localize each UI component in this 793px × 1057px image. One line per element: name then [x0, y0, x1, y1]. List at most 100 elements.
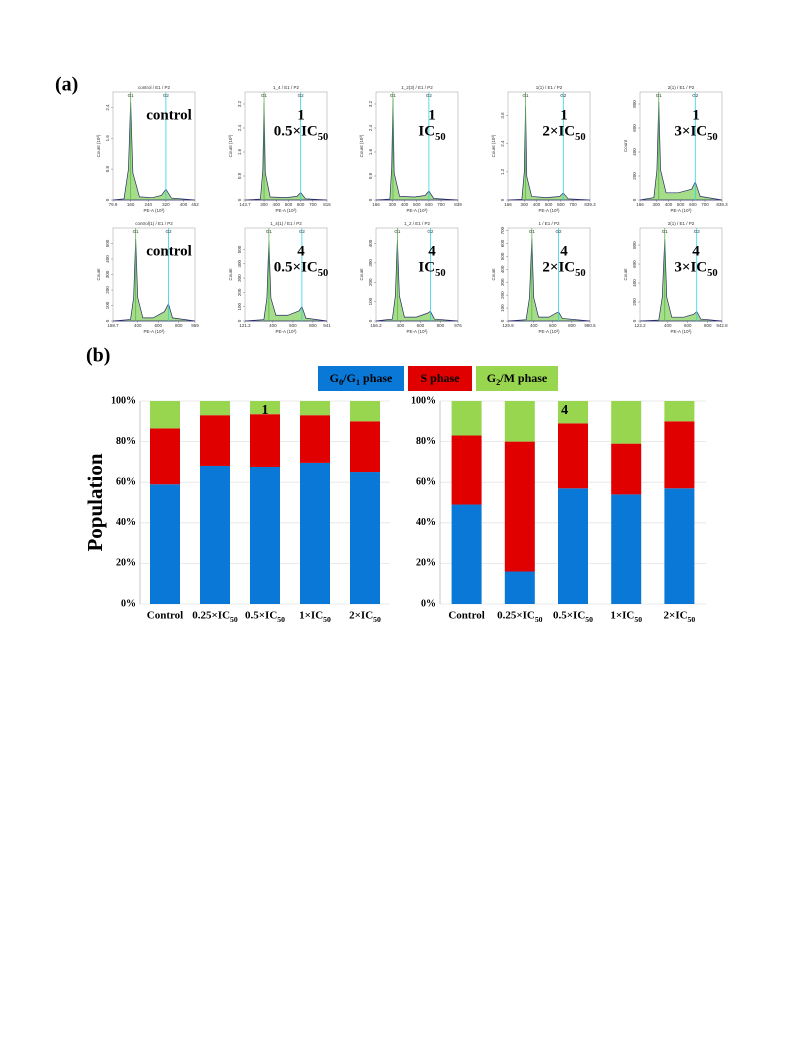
y-tick-label: 3.2 [368, 100, 373, 107]
legend-swatch [318, 366, 404, 391]
x-tick-label: 600 [417, 323, 425, 328]
x-tick-label: 600 [154, 323, 162, 328]
y-tick-label: 400 [632, 279, 637, 287]
x-tick-label: 1×IC50 [610, 610, 642, 625]
y-tick-label: 400 [237, 260, 242, 268]
histogram-area [507, 238, 591, 322]
y-axis-label: Count (10³) [359, 134, 364, 157]
y-tick-label: 400 [632, 148, 637, 156]
y-tick-label: 3.6 [500, 112, 505, 119]
y-tick-label: 80% [416, 436, 436, 447]
phase-marker-label: G1 [133, 229, 140, 234]
y-tick-label: 0 [500, 198, 505, 201]
x-tick-label: 700 [309, 202, 317, 207]
y-tick-label: 40% [416, 517, 436, 528]
y-axis-label: Count [491, 268, 496, 281]
y-axis-label: Count [96, 268, 101, 281]
legend-label: G2/M phase [487, 371, 548, 388]
y-tick-label: 0 [237, 319, 242, 322]
x-tick-label: 500 [545, 202, 553, 207]
y-tick-label: 20% [416, 558, 436, 569]
x-tick-label: 0.25×IC50 [192, 610, 238, 625]
bar-segment [300, 401, 330, 416]
x-tick-label: 400 [397, 323, 405, 328]
x-tick-label: Control [147, 610, 183, 622]
histogram-area [507, 106, 591, 201]
bar-segment [664, 421, 695, 489]
x-axis-label: PE-A (10³) [275, 329, 297, 334]
x-tick-label: 166 [504, 202, 512, 207]
bar-segment [611, 494, 642, 604]
panel-label: (a) [55, 74, 78, 96]
y-axis-label: Count [359, 268, 364, 281]
bar-segment [250, 466, 280, 604]
bar-segment [611, 401, 642, 444]
y-tick-label: 0.8 [368, 172, 373, 179]
y-tick-label: 1.6 [368, 148, 373, 155]
x-tick-label: 700 [437, 202, 445, 207]
phase-marker-label: G1 [662, 229, 669, 234]
chart-label: 1 [262, 403, 269, 418]
y-tick-label: 200 [632, 172, 637, 180]
bar-segment [611, 443, 642, 495]
x-tick-label: 2×IC50 [349, 610, 381, 625]
y-tick-label: 100% [111, 395, 136, 406]
x-tick-label: 600 [684, 323, 692, 328]
x-tick-label: 143.7 [239, 202, 251, 207]
plot-title: 2(1) / E1 / P2 [668, 221, 695, 226]
x-tick-label: 942.8 [716, 323, 728, 328]
x-tick-label: 400 [180, 202, 188, 207]
condition-label: 1 [560, 107, 568, 123]
y-tick-label: 0 [632, 198, 637, 201]
x-axis-label: PE-A (10³) [406, 329, 428, 334]
y-tick-label: 1.6 [237, 148, 242, 155]
y-axis-label: Count [228, 268, 233, 281]
x-tick-label: 800 [309, 323, 317, 328]
y-tick-label: 0% [421, 598, 436, 609]
bar-segment [558, 401, 588, 424]
x-tick-label: 700 [569, 202, 577, 207]
x-tick-label: 400 [401, 202, 409, 207]
x-tick-label: 400 [665, 202, 673, 207]
bar-segment [150, 428, 180, 485]
y-axis-label: Count (10³) [96, 134, 101, 157]
x-tick-label: 600 [549, 323, 557, 328]
y-axis-label: Count [623, 139, 628, 152]
y-tick-label: 400 [368, 239, 373, 247]
bar-segment [200, 465, 230, 604]
x-tick-label: 122.2 [634, 323, 646, 328]
x-axis-label: PE-A (10³) [538, 329, 560, 334]
histogram-area [244, 102, 328, 201]
histogram-area [375, 99, 459, 201]
x-tick-label: 121.2 [239, 323, 251, 328]
x-axis-label: PE-A (10³) [143, 208, 165, 213]
x-tick-label: 990.5 [584, 323, 596, 328]
histogram-area [639, 239, 723, 322]
x-tick-label: 2×IC50 [664, 610, 696, 625]
bar-segment [451, 504, 482, 604]
bar-segment [350, 401, 380, 422]
y-tick-label: 500 [237, 245, 242, 253]
condition-label: 0.5×IC50 [274, 123, 328, 142]
bar-segment [150, 484, 180, 604]
y-tick-label: 2.4 [500, 140, 505, 147]
bar-segment [300, 415, 330, 463]
x-tick-label: 300 [389, 202, 397, 207]
y-tick-label: 60% [416, 476, 436, 487]
panel-label: (b) [86, 345, 110, 367]
y-tick-label: 0.8 [237, 172, 242, 179]
x-tick-label: 79.9 [109, 202, 118, 207]
condition-label: 1 [297, 107, 305, 123]
y-tick-label: 500 [105, 239, 110, 247]
phase-marker-label: G1 [390, 93, 397, 98]
y-tick-label: 100 [368, 297, 373, 305]
bar-segment [200, 415, 230, 466]
x-tick-label: 129.9 [502, 323, 514, 328]
y-tick-label: 0 [368, 198, 373, 201]
y-axis-label: Count [623, 268, 628, 281]
bar-segment [350, 472, 380, 604]
bar-segment [451, 401, 482, 436]
phase-marker-label: G1 [656, 93, 663, 98]
condition-label: 3×IC50 [674, 259, 717, 278]
x-tick-label: 800 [175, 323, 183, 328]
